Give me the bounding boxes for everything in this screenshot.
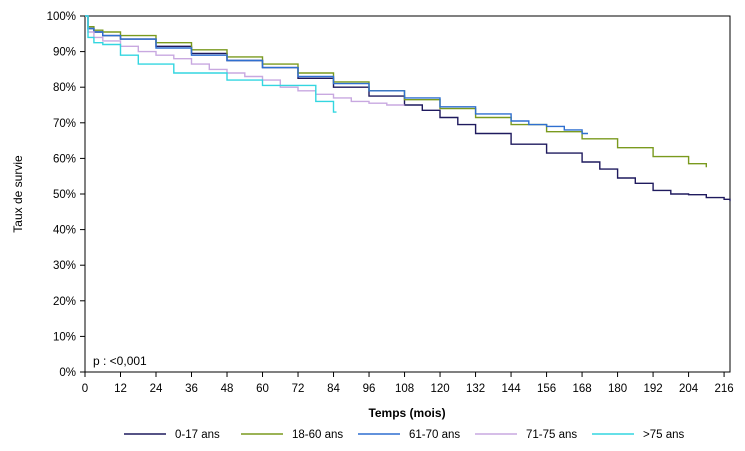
x-tick-label: 108 bbox=[395, 383, 414, 395]
legend-label: 0-17 ans bbox=[175, 429, 220, 441]
x-tick-label: 204 bbox=[679, 383, 699, 395]
x-tick-label: 12 bbox=[114, 383, 127, 395]
x-tick-label: 24 bbox=[150, 383, 163, 395]
x-axis-ticks: 0 12 24 36 48 60 72 84 96 108 120 132 144 156 168 180 19… bbox=[82, 372, 734, 395]
x-tick-label: 180 bbox=[608, 383, 627, 395]
legend-label: 71-75 ans bbox=[526, 429, 577, 441]
x-tick-label: 0 bbox=[82, 383, 88, 395]
y-tick-label: 70% bbox=[53, 118, 76, 130]
x-tick-label: 132 bbox=[466, 383, 485, 395]
series-layer bbox=[85, 15, 731, 202]
y-tick-label: 50% bbox=[53, 189, 76, 201]
y-tick-label: 30% bbox=[53, 260, 76, 272]
x-tick-label: 36 bbox=[185, 383, 198, 395]
legend: 0-17 ans 18-60 ans 61-70 ans 71-75 ans >75 a… bbox=[124, 429, 684, 441]
series-line-4 bbox=[85, 15, 405, 106]
x-tick-label: 192 bbox=[643, 383, 662, 395]
legend-label: 61-70 ans bbox=[409, 429, 460, 441]
x-tick-label: 60 bbox=[256, 383, 269, 395]
x-tick-label: 216 bbox=[714, 383, 733, 395]
y-tick-label: 10% bbox=[53, 331, 76, 343]
y-tick-label: 20% bbox=[53, 296, 76, 308]
x-tick-label: 72 bbox=[292, 383, 305, 395]
series-line-1 bbox=[85, 15, 731, 202]
y-axis-title: Taux de survie bbox=[11, 155, 25, 233]
y-tick-label: 90% bbox=[53, 47, 76, 59]
x-tick-label: 48 bbox=[221, 383, 234, 395]
annotation-p-value: p : <0,001 bbox=[93, 354, 147, 368]
y-tick-label: 40% bbox=[53, 225, 76, 237]
legend-label: >75 ans bbox=[643, 429, 684, 441]
x-tick-label: 96 bbox=[363, 383, 376, 395]
series-line-3 bbox=[85, 15, 588, 135]
y-tick-label: 80% bbox=[53, 82, 76, 94]
y-axis-ticks: 0% 10% 20% 30% 40% 50% 60% 70% 80% 90% 100% bbox=[47, 11, 85, 379]
x-axis-title: Temps (mois) bbox=[368, 406, 445, 420]
x-tick-label: 84 bbox=[327, 383, 340, 395]
x-tick-label: 168 bbox=[572, 383, 591, 395]
x-tick-label: 144 bbox=[501, 383, 521, 395]
series-line-2 bbox=[85, 15, 707, 168]
y-tick-label: 60% bbox=[53, 153, 76, 165]
y-tick-label: 0% bbox=[59, 367, 76, 379]
plot-frame bbox=[84, 15, 731, 373]
x-tick-label: 120 bbox=[430, 383, 449, 395]
y-tick-label: 100% bbox=[47, 11, 76, 23]
series-line-5 bbox=[85, 15, 337, 113]
x-tick-label: 156 bbox=[537, 383, 556, 395]
legend-label: 18-60 ans bbox=[292, 429, 343, 441]
